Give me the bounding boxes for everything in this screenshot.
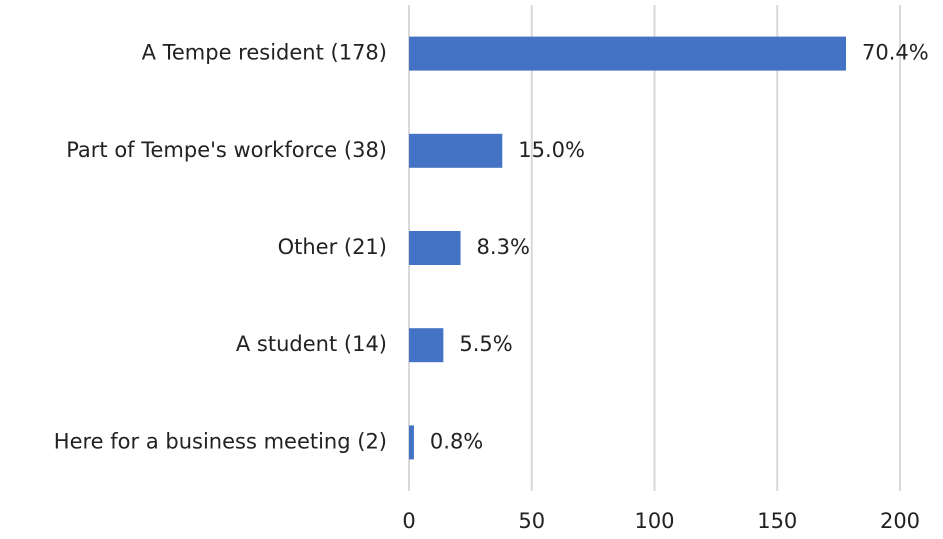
x-tick-label: 50 [518,509,545,533]
bar [409,133,503,168]
x-tick-label: 100 [634,509,674,533]
data-label: 15.0% [518,138,585,162]
bar [409,36,846,71]
data-label: 5.5% [459,332,512,356]
x-tick-label: 0 [402,509,415,533]
x-tick-label: 200 [880,509,920,533]
y-tick-label: A student (14) [236,332,387,356]
data-label: 70.4% [862,41,929,65]
bar [409,231,461,265]
bar [409,425,414,460]
bar [409,328,444,363]
data-label: 8.3% [477,235,530,259]
y-tick-label: Part of Tempe's workforce (38) [66,138,387,162]
x-tick-label: 150 [757,509,797,533]
y-tick-label: Other (21) [278,235,387,259]
data-label: 0.8% [430,429,483,453]
y-tick-label: A Tempe resident (178) [142,41,387,65]
y-tick-label: Here for a business meeting (2) [54,429,387,453]
